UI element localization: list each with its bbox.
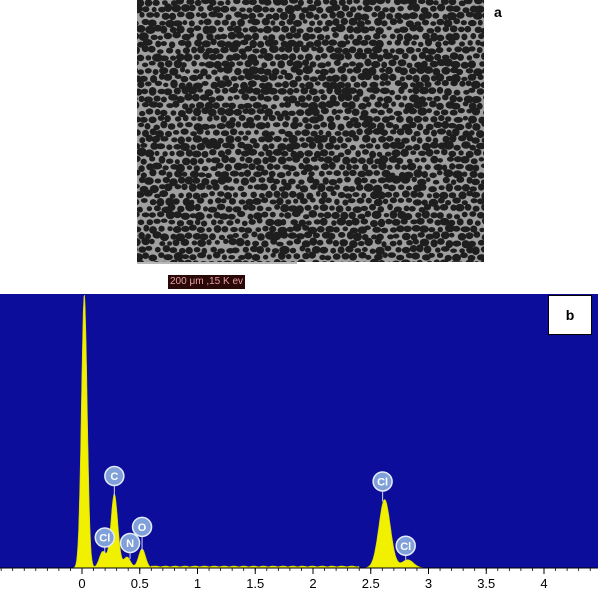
x-tick-label: 0 — [78, 576, 85, 591]
svg-text:O: O — [138, 522, 147, 534]
x-tick-label: 1 — [194, 576, 201, 591]
svg-text:C: C — [110, 471, 118, 483]
x-tick-label: 3.5 — [477, 576, 495, 591]
svg-text:N: N — [126, 538, 134, 550]
x-tick-label: 2 — [309, 576, 316, 591]
x-tick-label: 2.5 — [362, 576, 380, 591]
edx-spectrum-chart: C Cl NO Cl Cl 0 0.5 1 1.5 2 2.5 3 3.5 4 — [0, 294, 598, 602]
x-tick-label: 1.5 — [246, 576, 264, 591]
x-tick-label: 3 — [425, 576, 432, 591]
svg-text:Cl: Cl — [377, 477, 388, 489]
x-tick-label: 4 — [540, 576, 547, 591]
svg-text:Cl: Cl — [99, 533, 110, 545]
panel-b-label: b — [548, 295, 592, 335]
micrograph-texture — [137, 0, 484, 262]
scale-bar — [137, 262, 297, 264]
svg-text:Cl: Cl — [400, 541, 411, 553]
scale-bar-label: 200 μm ,15 K ev — [168, 275, 245, 289]
x-tick-label: 0.5 — [131, 576, 149, 591]
sem-micrograph — [137, 0, 484, 262]
panel-a-label: a — [494, 4, 502, 20]
